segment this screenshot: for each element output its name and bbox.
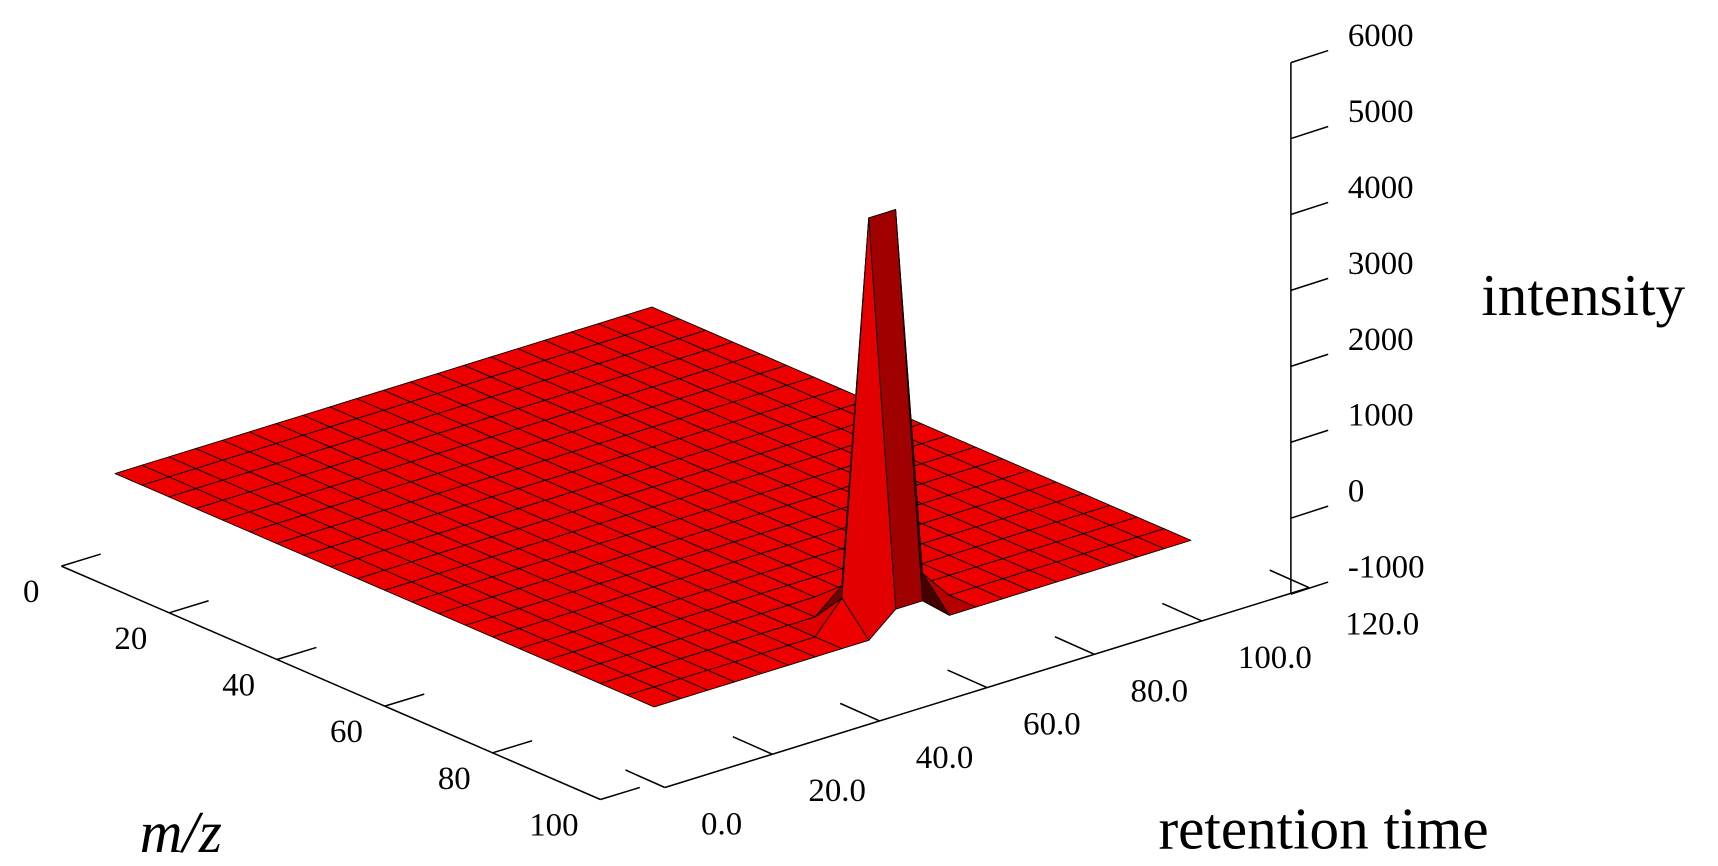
z-tick-label: 1000 [1348, 398, 1414, 434]
x-tick-label: 0 [23, 574, 39, 610]
z-tick-label: -1000 [1348, 550, 1425, 586]
z-tick [1290, 49, 1329, 64]
z-tick [1290, 201, 1329, 216]
x-tick-label: 80 [438, 761, 471, 797]
y-tick-label: 20.0 [808, 773, 866, 809]
y-tick [1269, 569, 1310, 589]
x-tick [492, 740, 533, 754]
y-tick-label: 60.0 [1023, 707, 1081, 743]
y-tick [1054, 636, 1095, 655]
y-tick [625, 769, 666, 789]
z-tick [1290, 505, 1329, 519]
z-tick-label: 3000 [1348, 246, 1414, 282]
z-tick-label: 5000 [1348, 94, 1414, 130]
y-tick-label: 100.0 [1238, 640, 1312, 676]
y-tick [732, 735, 773, 755]
x-tick-label: 60 [330, 714, 363, 750]
y-tick-label: 120.0 [1345, 607, 1419, 643]
z-tick-label: 2000 [1348, 322, 1414, 358]
y-tick [947, 669, 988, 689]
z-tick [1290, 125, 1329, 140]
z-axis-title: intensity [1481, 262, 1685, 328]
z-tick [1290, 581, 1329, 595]
z-tick [1290, 429, 1329, 443]
y-axis-title: retention time [1158, 796, 1488, 862]
y-tick [1162, 602, 1203, 622]
x-tick [61, 553, 102, 567]
y-tick-label: 40.0 [916, 740, 974, 776]
z-tick [1290, 353, 1329, 368]
z-tick-label: 6000 [1348, 18, 1414, 54]
y-tick [839, 702, 880, 722]
z-tick [1290, 277, 1329, 292]
x-tick [600, 786, 641, 801]
x-tick [168, 600, 209, 614]
x-tick-label: 100 [529, 808, 578, 844]
z-tick-label: 0 [1348, 474, 1364, 510]
surface-cell [626, 686, 682, 708]
z-tick-label: 4000 [1348, 170, 1414, 206]
y-tick-label: 0.0 [701, 807, 742, 843]
y-tick-label: 80.0 [1131, 673, 1189, 709]
x-axis-line [61, 565, 601, 801]
x-tick-label: 20 [114, 621, 147, 657]
x-tick [276, 646, 317, 661]
x-tick-label: 40 [222, 668, 255, 704]
x-axis-title: m/z [140, 799, 222, 865]
x-tick [384, 693, 425, 707]
